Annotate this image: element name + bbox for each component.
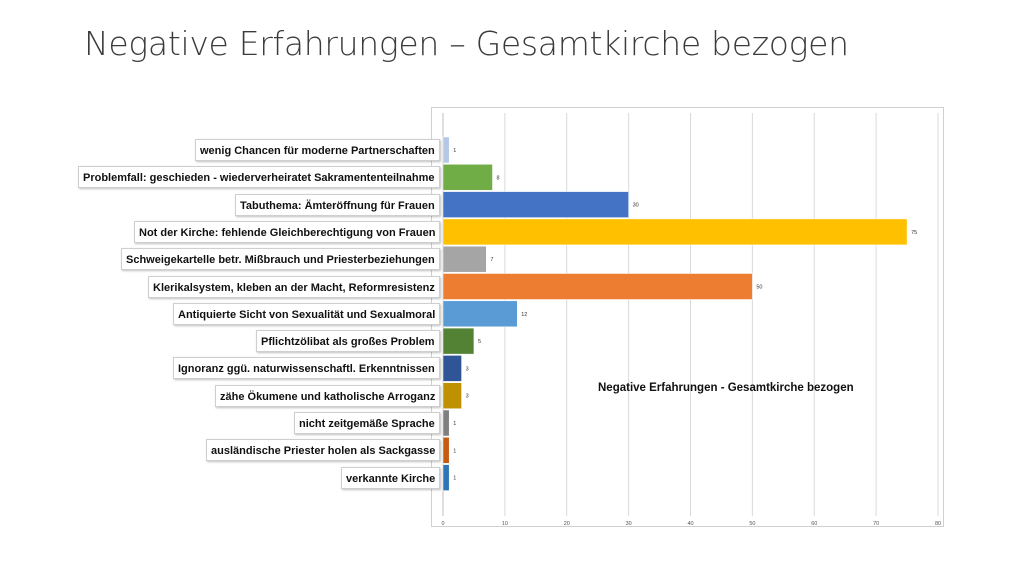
x-tick-label: 10 (502, 521, 508, 527)
category-label: Pflichtzölibat als großes Problem (256, 330, 440, 353)
x-tick-label: 50 (749, 521, 755, 527)
bar (442, 327, 475, 355)
x-tick-label: 80 (935, 521, 941, 527)
data-label: 3 (466, 366, 469, 372)
x-tick-label: 60 (811, 521, 817, 527)
bar (442, 409, 450, 437)
bar (442, 245, 487, 273)
data-label: 3 (466, 394, 469, 400)
category-label: ausländische Priester holen als Sackgass… (206, 439, 441, 462)
bar (442, 355, 462, 382)
category-label: Antiquierte Sicht von Sexualität und Sex… (173, 302, 441, 325)
data-label: 1 (453, 421, 456, 427)
bar (442, 273, 753, 300)
category-label: verkannte Kirche (341, 466, 441, 489)
bar (442, 300, 518, 328)
data-label: 50 (756, 285, 762, 291)
category-label: wenig Chancen für moderne Partnerschafte… (195, 139, 440, 161)
x-tick-label: 40 (687, 521, 693, 527)
category-label: Tabuthema: Ämteröffnung für Frauen (235, 193, 440, 216)
bar (442, 164, 493, 191)
category-label: Problemfall: geschieden - wiederverheira… (78, 166, 440, 189)
data-label: 5 (478, 339, 481, 345)
x-tick-label: 0 (441, 521, 444, 527)
chart-title: Negative Erfahrungen - Gesamtkirche bezo… (598, 382, 854, 394)
data-label: 1 (453, 476, 456, 482)
data-label: 75 (911, 230, 917, 236)
bar (442, 382, 462, 409)
bar (442, 191, 629, 218)
category-label: Schweigekartelle betr. Mißbrauch und Pri… (121, 248, 440, 271)
slide-title: Negative Erfahrungen – Gesamtkirche bezo… (84, 24, 849, 63)
bar (442, 136, 450, 164)
data-label: 1 (453, 448, 456, 454)
x-tick-label: 70 (873, 521, 879, 527)
category-label: Ignoranz ggü. naturwissenschaftl. Erkenn… (173, 357, 440, 380)
bar (442, 464, 450, 491)
data-label: 1 (453, 148, 456, 154)
x-tick-label: 20 (564, 521, 570, 527)
category-label: Klerikalsystem, kleben an der Macht, Ref… (148, 275, 440, 298)
category-label: zähe Ökumene und katholische Arroganz (215, 384, 441, 407)
data-label: 7 (490, 257, 493, 263)
category-label: Not der Kirche: fehlende Gleichberechtig… (134, 220, 441, 243)
data-label: 8 (497, 175, 500, 181)
bar (442, 437, 450, 464)
data-label: 12 (521, 312, 527, 318)
bar (442, 218, 908, 246)
data-label: 30 (633, 203, 639, 209)
category-label: nicht zeitgemäße Sprache (294, 412, 440, 434)
x-tick-label: 30 (626, 521, 632, 527)
